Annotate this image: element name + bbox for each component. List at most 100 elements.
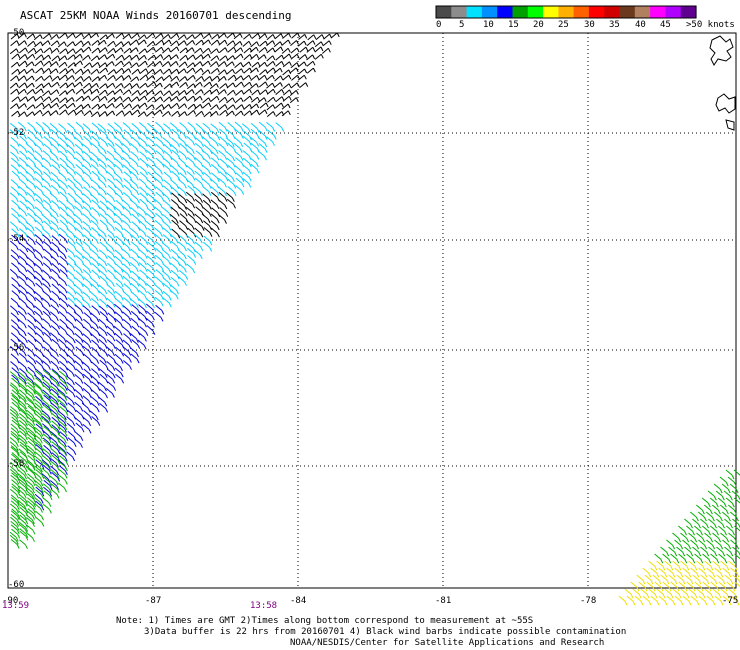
wind-barb (163, 185, 170, 192)
wind-barb (170, 75, 178, 82)
wind-barb-flag (112, 336, 116, 342)
wind-barb (226, 55, 234, 62)
wind-barb (90, 354, 98, 360)
wind-barb-flag (264, 109, 268, 115)
wind-barb (19, 528, 27, 535)
wind-barb-flag (120, 296, 124, 301)
wind-barb (59, 402, 67, 409)
wind-barb (154, 296, 162, 303)
wind-barb-flag (32, 274, 36, 280)
wind-barb-flag (185, 225, 189, 230)
wind-barb (58, 171, 66, 178)
wind-barb (719, 504, 727, 511)
wind-barb (185, 234, 193, 241)
wind-barb-flag (183, 184, 187, 189)
wind-barb (42, 433, 50, 440)
wind-barb-flag (167, 34, 171, 39)
wind-barb-flag (191, 212, 195, 217)
wind-barb (10, 392, 18, 399)
wind-barb-flag (312, 54, 316, 60)
wind-barb-flag (120, 309, 123, 314)
wind-barb (106, 368, 114, 375)
wind-barb-flag (304, 54, 308, 59)
wind-barb (162, 249, 169, 256)
wind-barb (209, 110, 217, 117)
wind-barb-flag (698, 523, 701, 529)
wind-barb (58, 395, 66, 402)
wind-barb (732, 574, 740, 581)
wind-barb-flag (119, 218, 123, 223)
wind-barb-flag (33, 513, 37, 519)
wind-barb-flag (63, 41, 67, 47)
wind-barb-flag (48, 33, 52, 38)
wind-barb (82, 193, 90, 200)
wind-barb-flag (32, 492, 35, 497)
wind-barb (10, 433, 18, 440)
wind-barb (186, 62, 194, 69)
wind-barb-flag (89, 110, 93, 115)
wind-barb-flag (152, 204, 156, 210)
wind-barb (123, 360, 130, 367)
wind-barb-flag (32, 54, 36, 59)
wind-barb (50, 460, 58, 467)
wind-barb-flag (192, 54, 196, 60)
wind-barb (282, 61, 290, 68)
wind-barb-flag (121, 68, 125, 73)
map-title: ASCAT 25KM NOAA Winds 20160701 descendin… (20, 9, 292, 22)
wind-barb (18, 406, 25, 413)
wind-barb-flag (249, 135, 252, 141)
wind-barb-flag (40, 155, 44, 160)
wind-barb (82, 395, 90, 402)
wind-barb (154, 177, 162, 184)
wind-barb (106, 297, 114, 304)
wind-barb (11, 290, 19, 297)
wind-barb-flag (223, 76, 227, 81)
wind-barb (98, 262, 105, 269)
wind-barb (273, 82, 281, 88)
wind-barb (632, 588, 640, 595)
wind-barb-flag (715, 502, 719, 508)
wind-barb (702, 525, 709, 532)
wind-barb (203, 111, 211, 118)
wind-barb-flag (103, 233, 107, 238)
wind-barb (51, 444, 59, 451)
wind-barb (9, 82, 17, 89)
wind-barb-flag (112, 53, 116, 59)
wind-barb (185, 206, 193, 213)
wind-barb (145, 303, 153, 310)
wind-barb-flag (88, 421, 92, 427)
wind-barb-flag (272, 127, 276, 132)
wind-barb (89, 193, 97, 200)
wind-barb (243, 130, 250, 137)
wind-barb-flag (24, 491, 28, 496)
wind-barb (57, 388, 65, 395)
wind-barb (43, 185, 51, 192)
wind-barb (99, 213, 107, 220)
wind-barb-flag (40, 460, 44, 466)
wind-barb-flag (736, 600, 740, 606)
wind-barb (26, 262, 33, 269)
wind-barb (19, 228, 26, 234)
wind-barb (153, 109, 161, 116)
wind-barb-flag (32, 197, 36, 202)
wind-barb (99, 359, 107, 366)
wind-barb (170, 102, 178, 109)
wind-barb (137, 39, 145, 46)
wind-barb-flag (79, 289, 83, 294)
wind-barb (154, 311, 162, 318)
wind-barb (25, 221, 33, 228)
wind-barb-flag (249, 95, 253, 101)
wind-barb (11, 283, 19, 290)
wind-barb (275, 89, 283, 95)
wind-barb (114, 353, 122, 360)
wind-barb-flag (40, 176, 44, 181)
legend-swatch (481, 6, 498, 18)
wind-barb-flag (31, 204, 35, 210)
wind-barb-flag (272, 47, 276, 53)
wind-barb (26, 377, 34, 384)
wind-barb-flag (48, 176, 52, 181)
wind-barb-flag (32, 352, 36, 357)
wind-barb-flag (40, 162, 44, 168)
wind-barb-flag (16, 191, 20, 196)
wind-barb (82, 291, 90, 298)
